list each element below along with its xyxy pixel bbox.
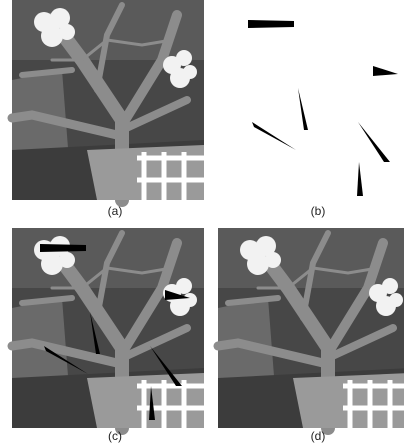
panel-a <box>12 0 204 200</box>
panel-b <box>218 0 404 200</box>
caption: (c) <box>108 429 122 443</box>
caption: (a) <box>108 204 123 218</box>
caption: (d) <box>311 429 326 443</box>
caption: (b) <box>311 204 326 218</box>
page-body: (a) (b) (c) (d) (() => { const data = JS… <box>0 0 404 446</box>
page: {"captions": ["(a)", "(b)", "(c)", "(d)"… <box>0 0 404 446</box>
figure: (a) (b) (c) (d) <box>0 0 404 446</box>
panel-c <box>12 228 204 428</box>
panel-d <box>218 228 404 428</box>
